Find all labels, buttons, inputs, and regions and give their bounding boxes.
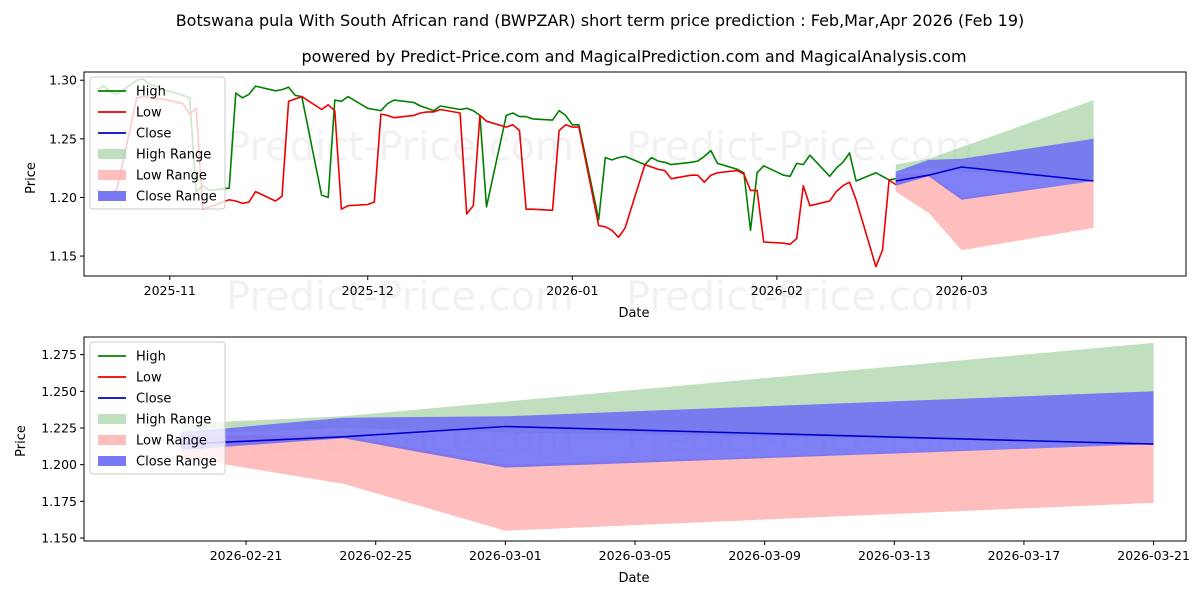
top-y-tick-label: 1.25 bbox=[49, 131, 77, 146]
watermark-top-3: Predict-Price.com bbox=[226, 274, 574, 320]
bottom-low-range-area bbox=[181, 435, 1154, 531]
watermark-top-4: Predict-Price.com bbox=[626, 274, 974, 320]
bottom-y-tick-label: 1.250 bbox=[41, 384, 77, 399]
bottom-x-tick-label: 2026-03-01 bbox=[469, 548, 542, 563]
bottom-panel: Predict-Price.com Predict-Price.com 1.15… bbox=[14, 336, 1190, 586]
bottom-y-tick-label: 1.225 bbox=[41, 420, 77, 435]
bottom-x-tick-label: 2026-02-21 bbox=[210, 548, 283, 563]
bottom-y-axis-label: Price bbox=[14, 425, 29, 457]
bottom-x-tick-label: 2026-03-09 bbox=[728, 548, 801, 563]
top-high-line bbox=[96, 78, 896, 232]
bottom-legend-label: Close bbox=[136, 392, 171, 407]
top-legend: High Low Close High Range Low Range Close Ran… bbox=[89, 76, 226, 210]
top-legend-label: Close Range bbox=[136, 190, 217, 205]
bottom-y-tick-label: 1.200 bbox=[41, 457, 77, 472]
top-low-line bbox=[96, 95, 897, 268]
top-panel: Predict-Price.com Predict-Price.com Pred… bbox=[24, 71, 1187, 321]
bottom-x-tick-label: 2026-03-13 bbox=[858, 548, 931, 563]
chart-subtitle: powered by Predict-Price.com and Magical… bbox=[301, 47, 966, 66]
top-legend-label: High Range bbox=[136, 148, 211, 163]
top-legend-swatch bbox=[98, 170, 126, 180]
bottom-x-tick-label: 2026-03-21 bbox=[1117, 548, 1190, 563]
top-prediction-areas bbox=[895, 100, 1094, 251]
top-legend-label: Low bbox=[136, 106, 162, 121]
bottom-close-range-area bbox=[181, 391, 1154, 468]
top-plot-frame bbox=[83, 71, 1187, 277]
bottom-y-tick-label: 1.175 bbox=[41, 494, 77, 509]
top-close-line bbox=[895, 166, 1094, 182]
top-x-axis-label: Date bbox=[618, 306, 649, 321]
top-close-range-area bbox=[895, 138, 1094, 200]
top-x-tick-label: 2026-01 bbox=[546, 283, 598, 298]
top-legend-label: High bbox=[136, 85, 166, 100]
bottom-x-tick-label: 2026-02-25 bbox=[339, 548, 412, 563]
bottom-legend-label: Low Range bbox=[136, 434, 207, 449]
bottom-legend-swatch bbox=[98, 456, 126, 466]
bottom-legend-label: Low bbox=[136, 371, 162, 386]
top-y-tick-label: 1.30 bbox=[49, 73, 77, 88]
bottom-y-tick-label: 1.150 bbox=[41, 531, 77, 546]
top-y-tick-label: 1.15 bbox=[49, 249, 77, 264]
top-x-tick-label: 2026-03 bbox=[936, 283, 988, 298]
top-y-axis-label: Price bbox=[24, 162, 39, 194]
top-legend-swatch bbox=[98, 149, 126, 159]
bottom-legend-label: Close Range bbox=[136, 455, 217, 470]
bottom-legend-label: High Range bbox=[136, 413, 211, 428]
top-axes: 1.15 1.20 1.25 1.30 2025-11 2025-12 2026-01 202… bbox=[49, 71, 1187, 298]
bottom-x-axis-label: Date bbox=[618, 571, 649, 586]
chart-title: Botswana pula With South African rand (B… bbox=[176, 11, 1025, 30]
top-y-tick-label: 1.20 bbox=[49, 190, 77, 205]
top-x-tick-label: 2025-11 bbox=[144, 283, 196, 298]
top-x-tick-label: 2025-12 bbox=[342, 283, 394, 298]
top-lines bbox=[96, 78, 1094, 268]
bottom-legend-label: High bbox=[136, 350, 166, 365]
bottom-legend-swatch bbox=[98, 435, 126, 445]
bottom-x-tick-label: 2026-03-17 bbox=[988, 548, 1061, 563]
top-x-tick-label: 2026-02 bbox=[751, 283, 803, 298]
top-legend-label: Close bbox=[136, 127, 171, 142]
bottom-legend: High Low Close High Range Low Range Close Ran… bbox=[89, 341, 226, 475]
bottom-axes: 1.150 1.175 1.200 1.225 1.250 1.275 2026-02-21… bbox=[41, 336, 1190, 563]
bottom-x-tick-label: 2026-03-05 bbox=[599, 548, 672, 563]
bottom-prediction-areas bbox=[181, 342, 1154, 531]
bottom-close-line bbox=[181, 425, 1154, 445]
top-low-range-area bbox=[895, 174, 1094, 251]
bottom-legend-swatch bbox=[98, 414, 126, 424]
bottom-lines bbox=[181, 425, 1154, 445]
top-legend-label: Low Range bbox=[136, 169, 207, 184]
bottom-y-tick-label: 1.275 bbox=[41, 347, 77, 362]
top-legend-swatch bbox=[98, 191, 126, 201]
